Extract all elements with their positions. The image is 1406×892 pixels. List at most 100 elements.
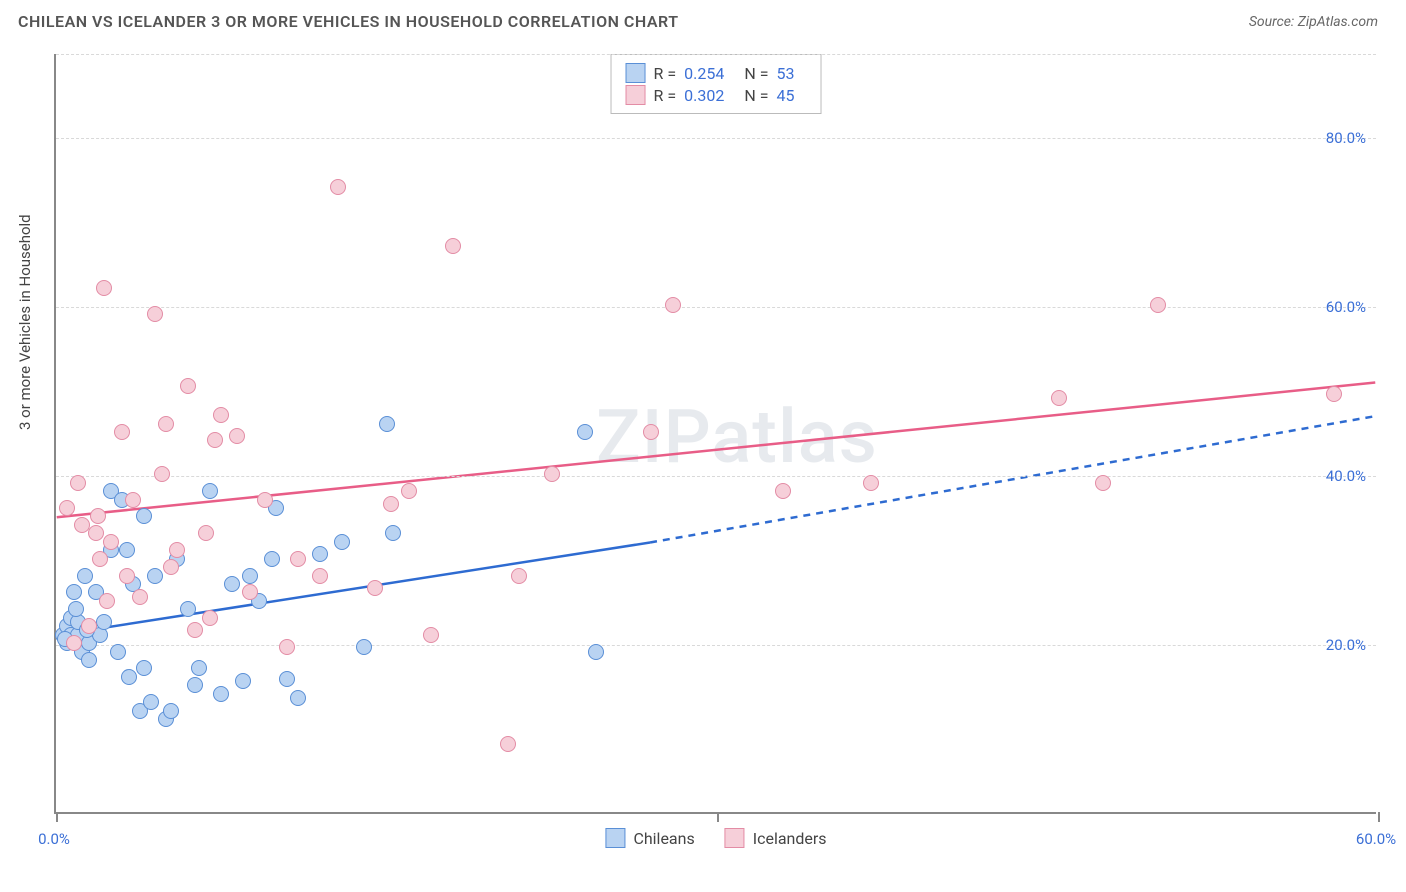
trend-line <box>650 416 1375 542</box>
data-point-chileans <box>143 694 159 710</box>
data-point-icelanders <box>103 534 119 550</box>
data-point-icelanders <box>511 568 527 584</box>
data-point-icelanders <box>132 589 148 605</box>
data-point-icelanders <box>423 627 439 643</box>
data-point-icelanders <box>81 618 97 634</box>
data-point-icelanders <box>169 542 185 558</box>
x-tick-label: 60.0% <box>1356 830 1396 848</box>
data-point-icelanders <box>500 736 516 752</box>
legend-item-chileans: Chileans <box>605 828 694 848</box>
data-point-chileans <box>242 568 258 584</box>
data-point-chileans <box>202 483 218 499</box>
data-point-icelanders <box>147 306 163 322</box>
data-point-icelanders <box>119 568 135 584</box>
data-point-icelanders <box>187 622 203 638</box>
stats-legend: R = 0.254 N = 53 R = 0.302 N = 45 <box>611 54 822 114</box>
data-point-icelanders <box>367 580 383 596</box>
grid-line <box>56 307 1376 308</box>
data-point-icelanders <box>775 483 791 499</box>
stats-row-icelanders: R = 0.302 N = 45 <box>626 85 807 105</box>
data-point-icelanders <box>180 378 196 394</box>
legend-item-icelanders: Icelanders <box>725 828 827 848</box>
data-point-icelanders <box>445 238 461 254</box>
data-point-chileans <box>136 508 152 524</box>
grid-line <box>56 138 1376 139</box>
data-point-chileans <box>588 644 604 660</box>
data-point-icelanders <box>154 466 170 482</box>
bottom-legend: Chileans Icelanders <box>605 828 826 848</box>
data-point-icelanders <box>125 492 141 508</box>
data-point-icelanders <box>96 280 112 296</box>
data-point-chileans <box>577 424 593 440</box>
data-point-icelanders <box>330 179 346 195</box>
data-point-chileans <box>121 669 137 685</box>
data-point-chileans <box>191 660 207 676</box>
x-tick-label: 0.0% <box>38 830 70 848</box>
y-tick-label: 60.0% <box>1326 298 1366 316</box>
source-attribution: Source: ZipAtlas.com <box>1249 14 1378 30</box>
y-tick-label: 20.0% <box>1326 636 1366 654</box>
data-point-chileans <box>213 686 229 702</box>
x-tick <box>717 812 719 822</box>
swatch-chileans <box>605 828 625 848</box>
data-point-chileans <box>356 639 372 655</box>
data-point-chileans <box>96 614 112 630</box>
data-point-chileans <box>180 601 196 617</box>
data-point-icelanders <box>99 593 115 609</box>
swatch-icelanders <box>626 85 646 105</box>
data-point-icelanders <box>1095 475 1111 491</box>
data-point-icelanders <box>1326 386 1342 402</box>
data-point-chileans <box>110 644 126 660</box>
data-point-icelanders <box>401 483 417 499</box>
x-tick <box>1378 812 1380 822</box>
trend-lines <box>56 54 1376 812</box>
data-point-chileans <box>385 525 401 541</box>
data-point-chileans <box>77 568 93 584</box>
data-point-icelanders <box>383 496 399 512</box>
trend-line <box>57 542 650 635</box>
data-point-icelanders <box>90 508 106 524</box>
swatch-icelanders <box>725 828 745 848</box>
x-tick <box>56 812 58 822</box>
data-point-chileans <box>147 568 163 584</box>
data-point-icelanders <box>66 635 82 651</box>
data-point-icelanders <box>229 428 245 444</box>
data-point-chileans <box>279 671 295 687</box>
swatch-chileans <box>626 63 646 83</box>
data-point-icelanders <box>290 551 306 567</box>
data-point-icelanders <box>59 500 75 516</box>
data-point-chileans <box>312 546 328 562</box>
y-tick-label: 40.0% <box>1326 467 1366 485</box>
grid-line <box>56 645 1376 646</box>
data-point-chileans <box>379 416 395 432</box>
y-axis-title: 3 or more Vehicles in Household <box>16 214 34 430</box>
data-point-chileans <box>264 551 280 567</box>
data-point-chileans <box>187 677 203 693</box>
data-point-icelanders <box>207 432 223 448</box>
chart-title: CHILEAN VS ICELANDER 3 OR MORE VEHICLES … <box>18 12 679 31</box>
data-point-chileans <box>235 673 251 689</box>
data-point-icelanders <box>70 475 86 491</box>
data-point-chileans <box>136 660 152 676</box>
grid-line <box>56 54 1376 55</box>
data-point-chileans <box>68 601 84 617</box>
data-point-icelanders <box>213 407 229 423</box>
data-point-icelanders <box>257 492 273 508</box>
stats-row-chileans: R = 0.254 N = 53 <box>626 63 807 83</box>
data-point-icelanders <box>863 475 879 491</box>
data-point-icelanders <box>665 297 681 313</box>
data-point-icelanders <box>1051 390 1067 406</box>
data-point-chileans <box>163 703 179 719</box>
data-point-icelanders <box>202 610 218 626</box>
data-point-chileans <box>66 584 82 600</box>
data-point-icelanders <box>1150 297 1166 313</box>
data-point-icelanders <box>643 424 659 440</box>
data-point-chileans <box>119 542 135 558</box>
data-point-icelanders <box>279 639 295 655</box>
data-point-icelanders <box>198 525 214 541</box>
data-point-icelanders <box>312 568 328 584</box>
data-point-chileans <box>224 576 240 592</box>
data-point-icelanders <box>544 466 560 482</box>
data-point-icelanders <box>114 424 130 440</box>
data-point-icelanders <box>88 525 104 541</box>
